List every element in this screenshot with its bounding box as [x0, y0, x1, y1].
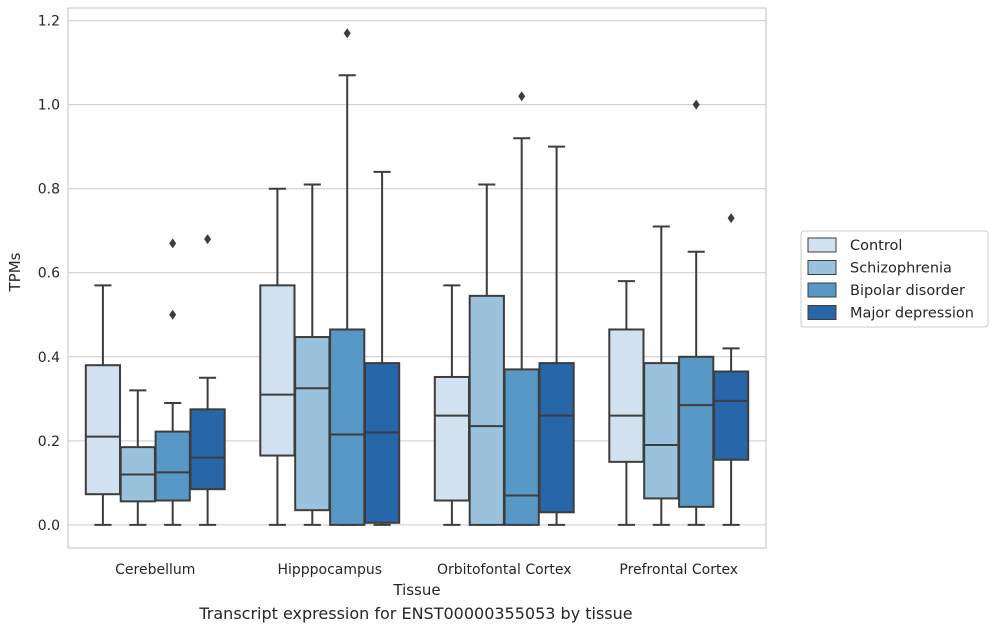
box-iqr: [608, 328, 645, 463]
outlier-point: [343, 28, 351, 39]
box-bipolar-disorder: [329, 28, 366, 526]
y-axis-title: TPMs: [6, 252, 24, 292]
box-bipolar-disorder: [503, 91, 540, 526]
box-iqr: [363, 362, 401, 524]
box-iqr: [538, 362, 575, 514]
y-tick-labels: 0.0 0.2 0.4 0.6 0.8 1.0 1.2: [38, 14, 60, 534]
legend-label: Schizophrenia: [850, 261, 952, 277]
y-tick-label: 0.8: [38, 182, 60, 198]
box-control: [608, 280, 645, 526]
x-axis-title: Tissue: [392, 581, 440, 599]
box-major-depression: [712, 213, 750, 526]
legend-label: Major depression: [850, 306, 974, 322]
legend-label: Bipolar disorder: [850, 283, 965, 299]
box-control: [84, 284, 122, 526]
plot-frame: [67, 7, 767, 549]
box-iqr: [468, 294, 505, 526]
box-iqr: [678, 355, 715, 508]
box-iqr: [154, 430, 191, 502]
box-bipolar-disorder: [154, 238, 191, 526]
y-tick-label: 1.0: [38, 98, 60, 114]
box-iqr: [259, 284, 296, 457]
x-tick-labels: Cerebellum Hipppocampus Orbitofontal Corte…: [115, 562, 738, 578]
box-groups: [84, 28, 750, 526]
box-schizophrenia: [468, 183, 505, 526]
outlier-point: [169, 238, 177, 249]
y-tick-label: 0.0: [38, 518, 60, 534]
box-major-depression: [189, 234, 226, 526]
legend-label: Control: [850, 238, 902, 254]
box-iqr: [84, 364, 122, 496]
outlier-point: [204, 234, 212, 245]
box-major-depression: [363, 170, 401, 526]
box-bipolar-disorder: [678, 99, 715, 526]
box-iqr: [643, 362, 680, 500]
outlier-point: [692, 99, 700, 110]
outlier-point: [169, 309, 177, 320]
box-control: [259, 187, 296, 526]
x-tick-label: Cerebellum: [115, 562, 195, 578]
box-iqr: [329, 328, 366, 526]
y-tick-label: 1.2: [38, 14, 60, 30]
box-control: [433, 284, 471, 526]
box-iqr: [294, 336, 331, 512]
y-tick-label: 0.6: [38, 266, 60, 282]
legend-swatch: [807, 305, 837, 320]
legend-swatch: [807, 260, 837, 275]
box-schizophrenia: [119, 389, 156, 526]
x-tick-label: Orbitofontal Cortex: [437, 562, 572, 578]
legend-swatch: [807, 237, 837, 253]
outlier-point: [518, 91, 526, 102]
legend-swatch: [807, 282, 837, 298]
box-iqr: [189, 408, 226, 491]
outlier-point: [727, 213, 735, 224]
box-iqr: [712, 370, 750, 461]
figure-caption: Transcript expression for ENST0000035505…: [199, 604, 633, 623]
y-tick-label: 0.4: [38, 350, 60, 366]
y-tick-label: 0.2: [38, 434, 60, 450]
box-schizophrenia: [643, 225, 680, 526]
x-tick-label: Prefrontal Cortex: [619, 562, 738, 578]
x-tick-label: Hipppocampus: [277, 562, 382, 578]
legend: Control Schizophrenia Bipolar disorder Majo…: [800, 230, 989, 328]
box-iqr: [503, 368, 540, 526]
box-schizophrenia: [294, 183, 331, 526]
box-iqr: [433, 375, 471, 502]
box-major-depression: [538, 145, 575, 526]
legend-frame: [800, 230, 989, 328]
